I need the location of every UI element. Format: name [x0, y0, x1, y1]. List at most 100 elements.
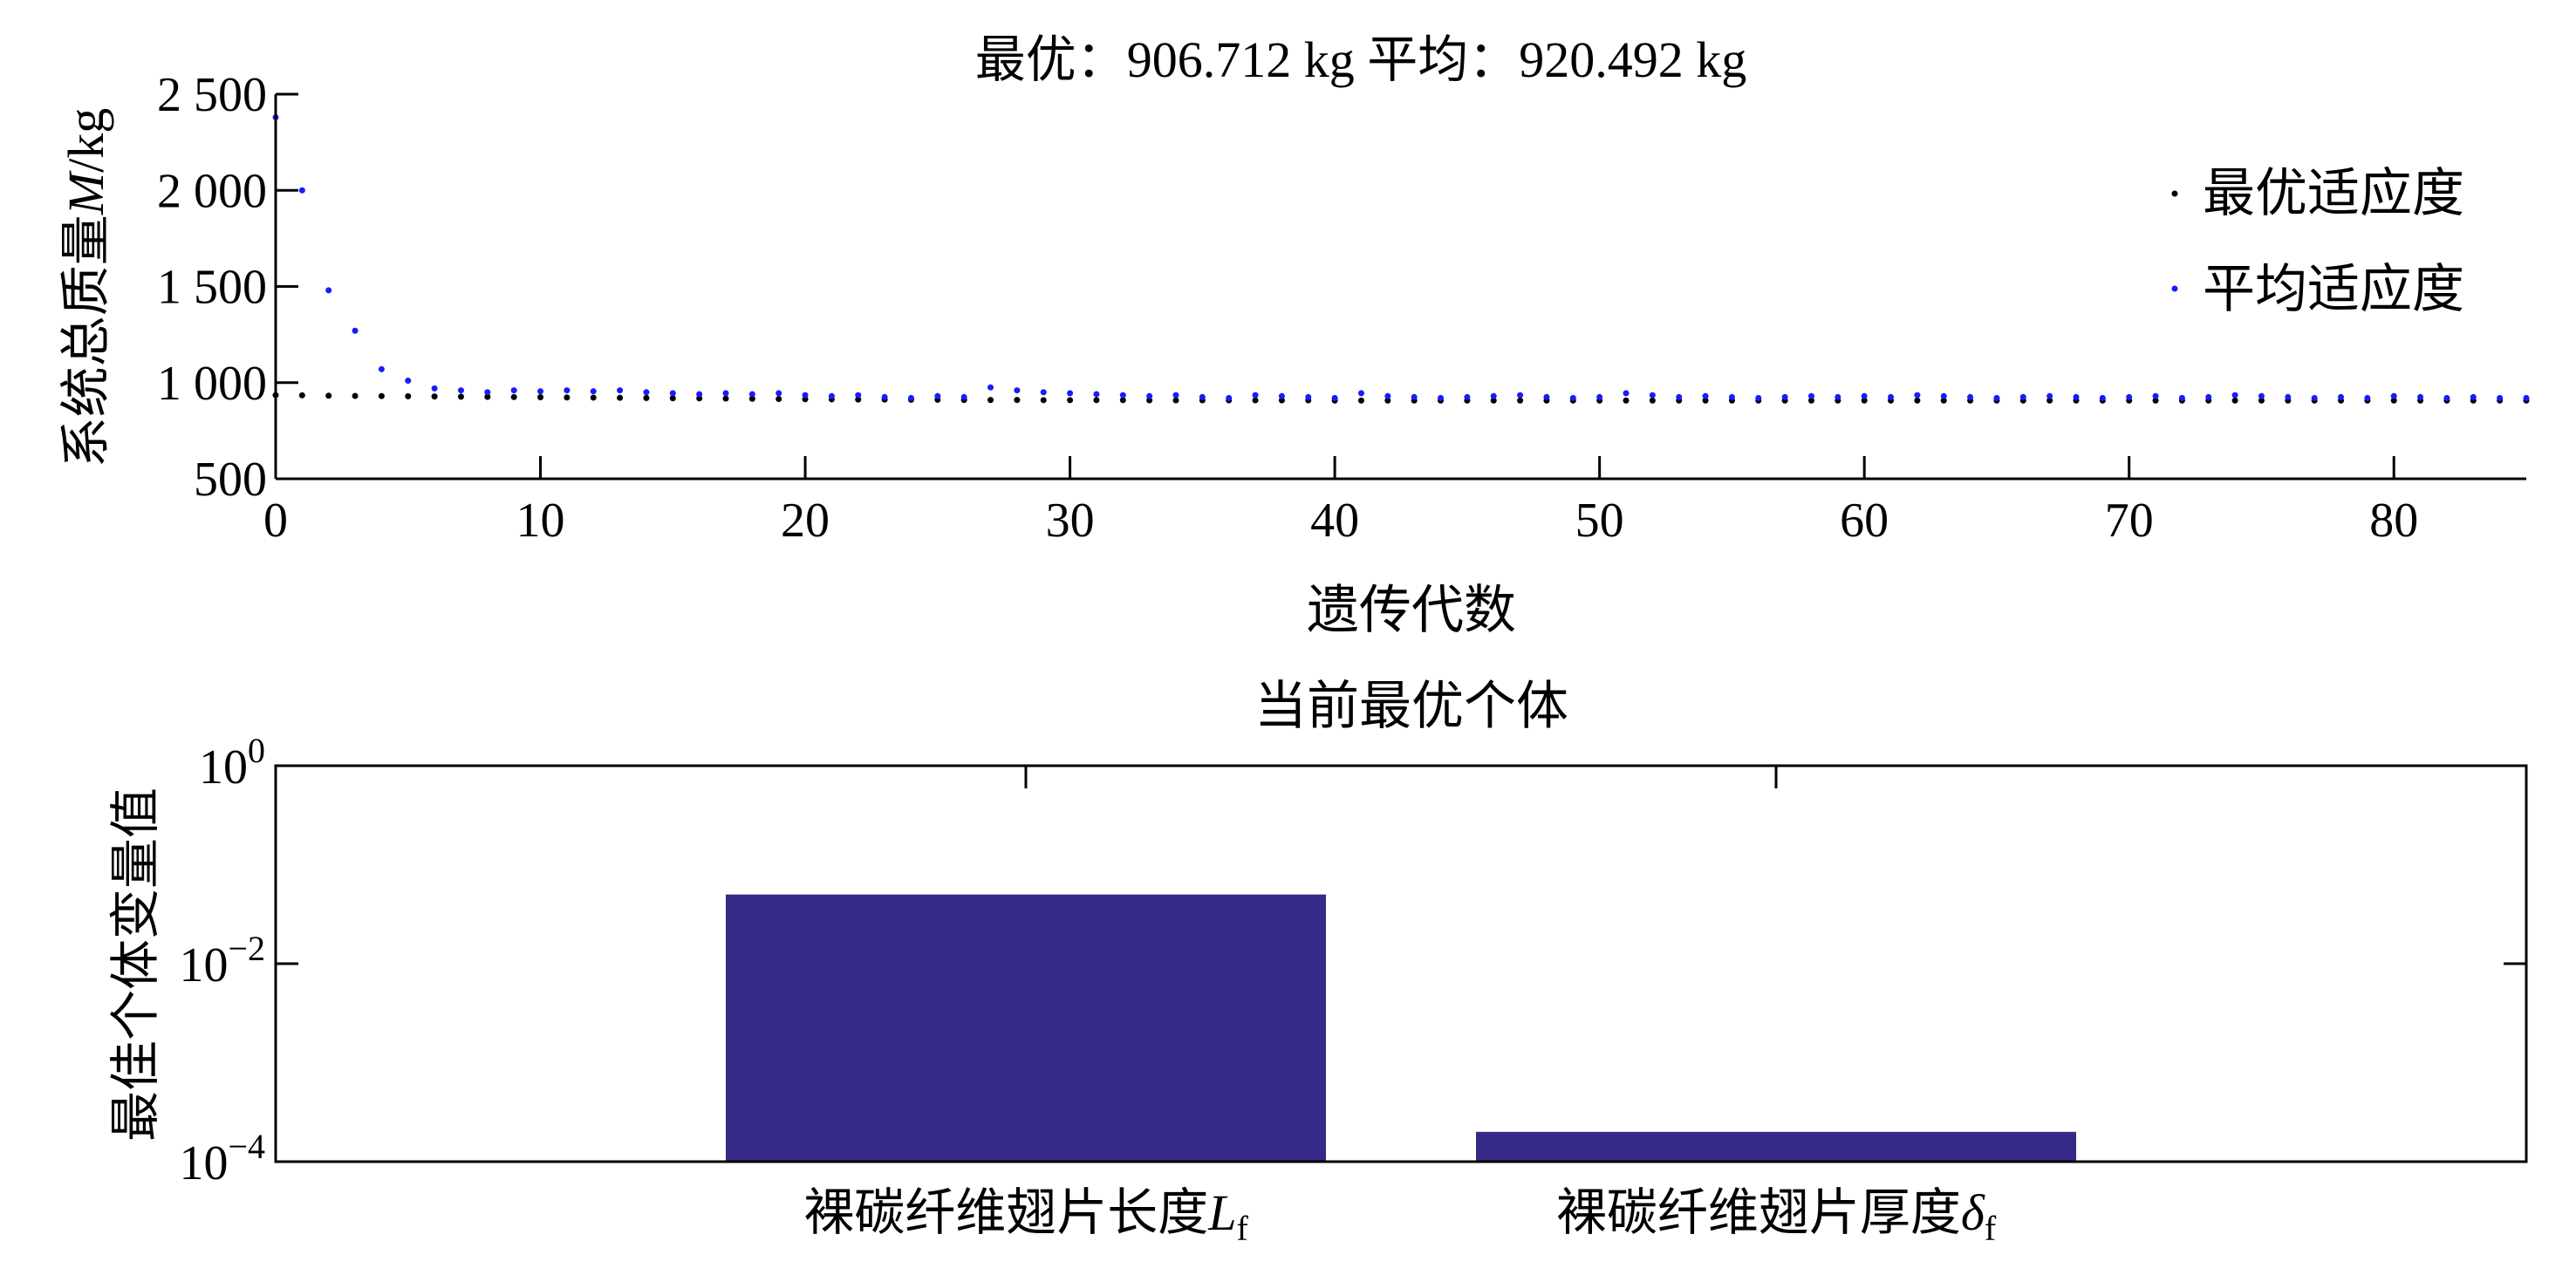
legend-label-best: 最优适应度 — [2203, 165, 2464, 222]
best-fitness-point — [722, 395, 729, 402]
average-fitness-point — [1093, 391, 1100, 398]
average-fitness-point — [1888, 393, 1895, 400]
average-fitness-point — [537, 388, 544, 395]
average-fitness-point — [1490, 392, 1497, 399]
top-axis-ticks: 0 10 20 30 40 50 60 70 80 500 1 000 1 500 2 000 2 500 — [157, 68, 2418, 548]
bottom-y-tick-label: 10−4 — [179, 1127, 265, 1190]
best-fitness-point — [2231, 397, 2238, 404]
average-fitness-point — [1067, 390, 1074, 397]
average-fitness-point — [1967, 393, 1974, 400]
bottom-chart-title: 当前最优个体 — [1254, 678, 1568, 735]
average-fitness-point — [1702, 392, 1709, 399]
variable-bar — [1476, 1131, 2076, 1162]
average-fitness-point — [1728, 393, 1735, 400]
average-fitness-point — [1807, 392, 1814, 399]
best-fitness-point — [1014, 397, 1021, 404]
best-fitness-point — [405, 392, 412, 399]
average-fitness-point — [2497, 394, 2504, 401]
average-fitness-point — [2178, 394, 2185, 401]
average-fitness-point — [1119, 392, 1126, 399]
average-fitness-point — [405, 378, 412, 385]
average-fitness-point — [1305, 393, 1312, 400]
bottom-x-tick-label: 裸碳纤维翅片厚度δf — [1556, 1184, 1997, 1248]
average-fitness-point — [2364, 394, 2371, 401]
top-chart: 最优：906.712 kg 平均：920.492 kg 0 10 20 30 40 50 6… — [58, 31, 2530, 639]
average-fitness-point — [1384, 392, 1391, 399]
legend-marker-best — [2171, 190, 2178, 197]
average-fitness-point — [1411, 393, 1418, 400]
average-fitness-point — [1146, 392, 1153, 399]
average-fitness-point — [2258, 392, 2265, 399]
best-fitness-point — [617, 394, 624, 401]
best-fitness-series — [272, 392, 2530, 404]
average-fitness-point — [1331, 394, 1338, 401]
bottom-y-axis-label: 最佳个体变量值 — [107, 788, 164, 1142]
average-fitness-point — [855, 392, 862, 399]
average-fitness-point — [1676, 393, 1683, 400]
average-fitness-point — [2019, 393, 2026, 400]
average-fitness-point — [2523, 394, 2530, 401]
best-fitness-point — [564, 394, 571, 401]
bottom-plot-frame — [274, 764, 2528, 1163]
best-fitness-point — [669, 395, 676, 402]
top-y-tick-label: 500 — [194, 453, 267, 507]
best-fitness-point — [1093, 397, 1100, 404]
best-fitness-point — [2152, 397, 2159, 404]
average-fitness-point — [987, 384, 994, 391]
average-fitness-point — [1040, 389, 1047, 396]
average-fitness-point — [457, 387, 464, 394]
top-y-tick-label: 1 500 — [157, 261, 267, 315]
best-fitness-point — [2046, 397, 2053, 404]
best-fitness-point — [1119, 397, 1126, 404]
top-x-tick-label: 80 — [2369, 494, 2418, 548]
average-fitness-point — [564, 387, 571, 394]
average-fitness-point — [1861, 392, 1868, 399]
best-fitness-point — [1278, 397, 1285, 404]
best-fitness-point — [431, 393, 438, 400]
average-fitness-point — [2338, 393, 2345, 400]
average-fitness-point — [776, 390, 782, 397]
average-fitness-point — [1517, 392, 1524, 399]
average-fitness-point — [2073, 393, 2080, 400]
best-fitness-point — [1490, 397, 1497, 404]
top-x-tick-label: 20 — [781, 494, 830, 548]
average-fitness-point — [960, 393, 967, 400]
best-fitness-point — [2258, 397, 2265, 404]
legend-label-average: 平均适应度 — [2203, 261, 2464, 318]
best-fitness-point — [1649, 397, 1656, 404]
best-fitness-point — [510, 393, 517, 400]
average-fitness-point — [1755, 394, 1762, 401]
average-fitness-point — [643, 389, 650, 396]
average-fitness-point — [1914, 392, 1921, 399]
bottom-axis-ticks: 100 10−2 10−4 裸碳纤维翅片长度Lf 裸碳纤维翅片厚度δf — [179, 731, 2526, 1248]
best-fitness-point — [378, 392, 385, 399]
average-fitness-point — [2231, 392, 2238, 399]
average-fitness-point — [298, 187, 305, 194]
average-fitness-point — [696, 391, 703, 398]
best-fitness-point — [1040, 397, 1047, 404]
average-fitness-point — [1357, 390, 1364, 397]
average-fitness-point — [1543, 393, 1550, 400]
average-fitness-point — [1464, 393, 1471, 400]
best-fitness-point — [1940, 397, 1947, 404]
average-fitness-point — [1993, 394, 2000, 401]
best-fitness-point — [1807, 397, 1814, 404]
top-y-tick-label: 2 000 — [157, 164, 267, 218]
best-fitness-point — [696, 395, 703, 402]
best-fitness-point — [748, 395, 755, 402]
best-fitness-point — [1384, 397, 1391, 404]
average-fitness-point — [2443, 394, 2450, 401]
best-fitness-point — [855, 396, 862, 403]
bottom-bars — [726, 894, 2076, 1162]
bottom-y-tick-label: 10−2 — [179, 929, 265, 992]
best-fitness-point — [352, 392, 359, 399]
average-fitness-point — [1623, 390, 1630, 397]
average-fitness-point — [2470, 393, 2477, 400]
best-fitness-point — [1517, 397, 1524, 404]
average-fitness-point — [510, 387, 517, 394]
average-fitness-point — [828, 392, 835, 399]
top-x-tick-label: 60 — [1840, 494, 1889, 548]
top-x-tick-label: 40 — [1310, 494, 1359, 548]
